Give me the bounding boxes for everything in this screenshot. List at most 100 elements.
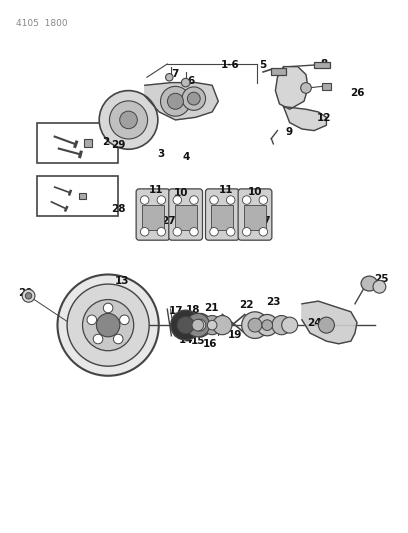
Text: 29: 29	[111, 140, 126, 150]
Text: 4: 4	[182, 152, 190, 162]
Text: 8: 8	[321, 60, 328, 69]
Text: 14: 14	[178, 335, 193, 345]
Circle shape	[67, 284, 149, 366]
Text: 11: 11	[149, 185, 163, 195]
Circle shape	[301, 83, 311, 93]
Bar	[37, 176, 118, 216]
Circle shape	[96, 313, 120, 337]
Bar	[211, 205, 233, 230]
Circle shape	[99, 91, 158, 149]
FancyBboxPatch shape	[238, 189, 272, 240]
Circle shape	[58, 274, 159, 376]
Text: 21: 21	[204, 303, 219, 312]
Text: 27: 27	[256, 216, 271, 226]
Bar	[142, 205, 164, 230]
Text: 15: 15	[191, 336, 205, 346]
Polygon shape	[284, 107, 326, 131]
Circle shape	[160, 86, 191, 116]
Polygon shape	[275, 67, 308, 109]
Circle shape	[173, 196, 182, 204]
Circle shape	[140, 196, 149, 204]
FancyBboxPatch shape	[206, 189, 239, 240]
Circle shape	[192, 319, 204, 331]
Circle shape	[186, 313, 210, 337]
Bar	[37, 123, 118, 163]
FancyBboxPatch shape	[169, 189, 202, 240]
Text: 16: 16	[203, 339, 217, 349]
Text: 9: 9	[285, 127, 293, 137]
FancyBboxPatch shape	[136, 189, 170, 240]
Circle shape	[171, 310, 201, 340]
Circle shape	[113, 334, 123, 344]
Text: 10: 10	[248, 187, 262, 197]
Circle shape	[182, 78, 190, 87]
Text: 24: 24	[307, 318, 322, 328]
Bar	[314, 62, 330, 68]
Circle shape	[242, 196, 251, 204]
Text: 6: 6	[187, 76, 195, 86]
Circle shape	[166, 74, 173, 81]
Text: 23: 23	[266, 297, 281, 307]
Circle shape	[194, 319, 206, 331]
Circle shape	[257, 314, 278, 336]
Circle shape	[182, 87, 206, 110]
Circle shape	[157, 228, 166, 236]
Circle shape	[202, 316, 222, 335]
Text: 25: 25	[374, 274, 389, 284]
Bar	[322, 83, 331, 90]
Text: 22: 22	[239, 300, 254, 310]
Circle shape	[259, 196, 268, 204]
Circle shape	[226, 196, 235, 204]
Text: 27: 27	[161, 216, 176, 226]
Circle shape	[22, 289, 35, 302]
Circle shape	[120, 111, 137, 129]
Text: 17: 17	[169, 306, 184, 316]
Bar	[84, 139, 92, 147]
Bar	[79, 193, 86, 199]
Text: 7: 7	[171, 69, 178, 78]
Circle shape	[177, 317, 194, 334]
Circle shape	[167, 93, 184, 109]
Circle shape	[242, 312, 268, 338]
Circle shape	[213, 316, 232, 335]
Ellipse shape	[361, 276, 377, 291]
Circle shape	[82, 300, 134, 351]
Text: 13: 13	[115, 276, 130, 286]
Circle shape	[188, 313, 212, 337]
Circle shape	[226, 228, 235, 236]
Text: 3: 3	[157, 149, 165, 158]
Circle shape	[187, 92, 200, 105]
Text: 26: 26	[350, 88, 364, 98]
Bar	[271, 68, 286, 75]
Text: 10: 10	[174, 188, 189, 198]
Circle shape	[248, 318, 262, 332]
Circle shape	[373, 280, 386, 293]
Circle shape	[318, 317, 335, 333]
Text: 20: 20	[18, 288, 33, 298]
Circle shape	[109, 101, 148, 139]
Circle shape	[190, 196, 198, 204]
Circle shape	[93, 334, 103, 344]
Text: 1-6: 1-6	[221, 60, 240, 70]
Circle shape	[25, 293, 32, 299]
Circle shape	[140, 228, 149, 236]
Text: 12: 12	[317, 114, 332, 123]
Circle shape	[210, 196, 218, 204]
Circle shape	[207, 320, 217, 330]
Polygon shape	[145, 83, 218, 120]
Circle shape	[272, 316, 291, 335]
Text: 18: 18	[185, 305, 200, 314]
Circle shape	[173, 228, 182, 236]
Circle shape	[157, 196, 166, 204]
Text: 2: 2	[102, 137, 110, 147]
Circle shape	[103, 303, 113, 313]
Text: 4105  1800: 4105 1800	[16, 20, 68, 28]
Text: 5: 5	[259, 60, 266, 70]
Text: 28: 28	[111, 204, 126, 214]
Circle shape	[210, 228, 218, 236]
Circle shape	[87, 315, 97, 325]
Circle shape	[282, 317, 298, 333]
Circle shape	[190, 228, 198, 236]
Circle shape	[262, 320, 273, 330]
Circle shape	[242, 228, 251, 236]
